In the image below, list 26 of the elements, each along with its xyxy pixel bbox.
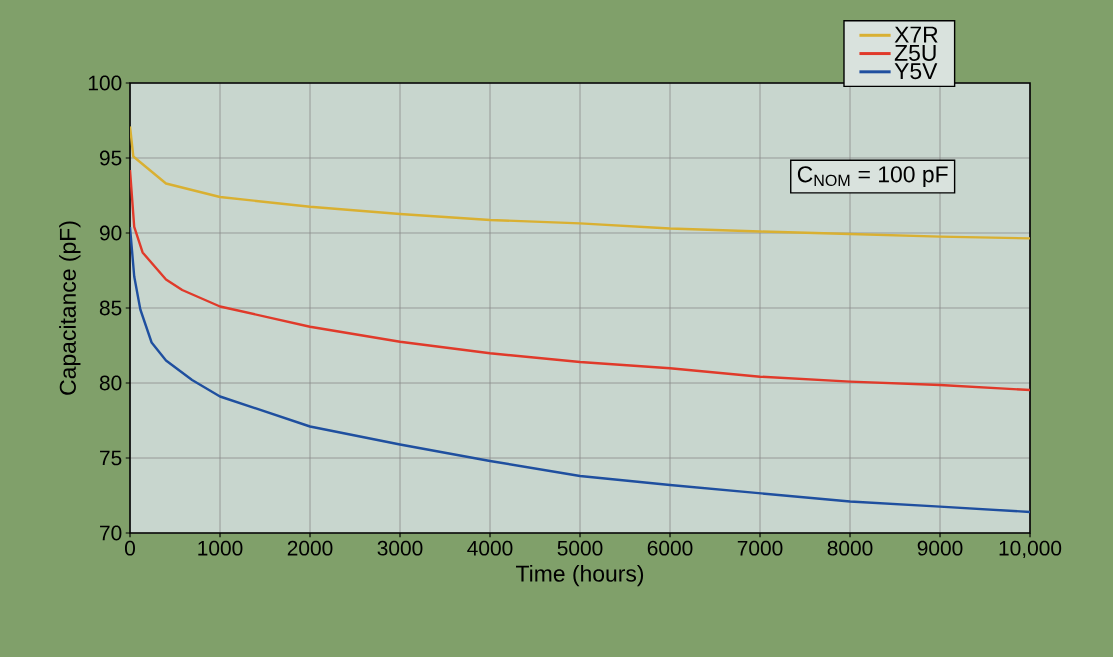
line-series bbox=[130, 168, 1031, 392]
x-tick-label: 10,000 bbox=[999, 540, 1062, 559]
y-tick-label: 80 bbox=[99, 375, 122, 391]
x-tick-label: 9000 bbox=[917, 540, 963, 556]
line-series bbox=[130, 125, 1031, 240]
x-tick-label: 8000 bbox=[827, 540, 873, 556]
x-axis-title: Time (hours) bbox=[516, 564, 644, 587]
legend-label: X7R bbox=[894, 26, 938, 43]
x-tick-label: 7000 bbox=[737, 540, 783, 556]
annotation: C$_{NOM}$ = 100 pF bbox=[797, 166, 948, 187]
y-tick-label: 95 bbox=[99, 150, 122, 166]
x-tick-label: 2000 bbox=[287, 540, 333, 556]
legend-label: Z5U bbox=[894, 44, 936, 61]
y-tick-label: 70 bbox=[100, 525, 122, 541]
y-axis-title: Capacitance (pF) bbox=[59, 221, 81, 395]
y-tick-label: 100 bbox=[88, 75, 122, 91]
x-tick-label: 4000 bbox=[467, 540, 513, 556]
y-tick-label: 75 bbox=[100, 450, 122, 466]
x-tick-label: 0 bbox=[125, 540, 135, 556]
x-tick-label: 3000 bbox=[377, 540, 423, 556]
y-tick-label: 90 bbox=[99, 225, 122, 241]
x-tick-label: 5000 bbox=[557, 540, 603, 556]
legend-label: Y5V bbox=[894, 63, 938, 80]
x-tick-label: 1000 bbox=[198, 540, 243, 556]
x-tick-label: 6000 bbox=[647, 540, 693, 556]
y-tick-label: 85 bbox=[99, 300, 122, 316]
